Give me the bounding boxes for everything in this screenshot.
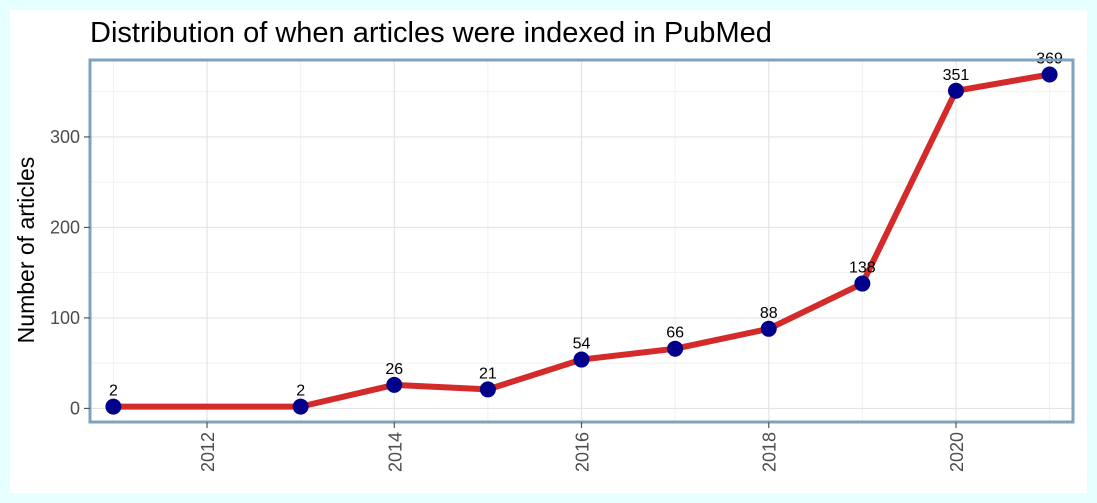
chart-card: Distribution of when articles were index… <box>10 10 1087 493</box>
data-label: 138 <box>849 260 876 277</box>
line-chart: Distribution of when articles were index… <box>13 17 1075 472</box>
y-axis-label: Number of articles <box>13 157 39 344</box>
data-point-marker <box>479 381 496 398</box>
data-point-marker <box>947 82 964 99</box>
x-tick-label: 2016 <box>573 432 593 472</box>
data-point-marker <box>573 351 590 368</box>
chart-title: Distribution of when articles were index… <box>90 17 772 49</box>
data-label: 2 <box>109 383 118 400</box>
series-line <box>110 71 1053 410</box>
data-point-marker <box>760 320 777 337</box>
y-tick-label: 0 <box>70 398 80 418</box>
major-grid <box>90 60 1073 422</box>
x-axis-ticks: 2012 2014 2016 2018 2020 <box>198 422 967 472</box>
y-axis-ticks: 0 100 200 300 <box>50 127 90 418</box>
data-point-marker <box>386 376 403 393</box>
data-label: 54 <box>573 336 591 353</box>
data-label: 26 <box>385 361 403 378</box>
data-point-marker <box>667 340 684 357</box>
x-tick-label: 2020 <box>947 432 967 472</box>
data-point-marker <box>292 398 309 415</box>
data-point-marker <box>1041 66 1058 83</box>
data-points <box>105 66 1058 415</box>
x-tick-label: 2014 <box>385 432 405 472</box>
data-label: 88 <box>760 305 778 322</box>
data-label: 66 <box>666 325 684 342</box>
y-tick-label: 100 <box>50 308 80 328</box>
data-label: 351 <box>943 67 970 84</box>
x-tick-label: 2018 <box>760 432 780 472</box>
x-tick-label: 2012 <box>198 432 218 472</box>
data-label: 21 <box>479 365 497 382</box>
data-point-marker <box>105 398 122 415</box>
data-label: 2 <box>296 383 305 400</box>
data-point-marker <box>854 275 871 292</box>
y-tick-label: 200 <box>50 217 80 237</box>
y-tick-label: 300 <box>50 127 80 147</box>
